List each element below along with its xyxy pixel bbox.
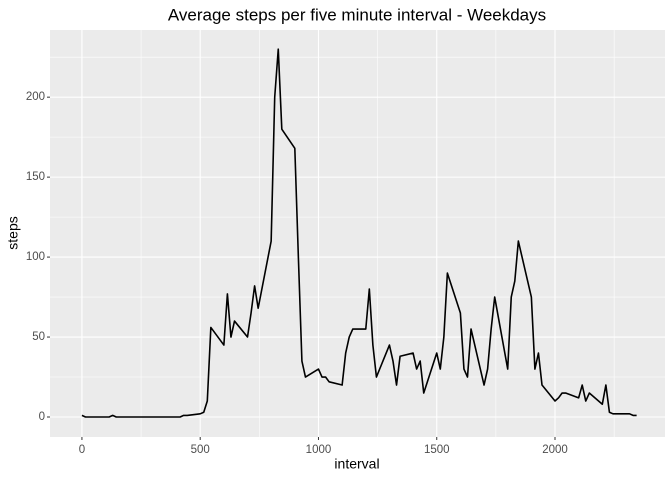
y-tick-label: 150 — [26, 171, 45, 183]
panel — [50, 30, 665, 437]
y-tick-label: 200 — [26, 91, 45, 103]
x-tick-label: 500 — [191, 444, 210, 456]
chart-title: Average steps per five minute interval -… — [168, 5, 546, 24]
x-tick-label: 1500 — [424, 444, 450, 456]
y-tick-label: 100 — [26, 251, 45, 263]
x-tick-label: 2000 — [542, 444, 568, 456]
x-tick-label: 1000 — [306, 444, 332, 456]
y-tick-label: 50 — [32, 331, 45, 343]
x-axis-title: interval — [334, 456, 379, 472]
x-tick-label: 0 — [79, 444, 85, 456]
y-axis-title: steps — [5, 216, 21, 249]
data-line — [81, 48, 637, 418]
y-tick-label: 0 — [39, 411, 45, 423]
